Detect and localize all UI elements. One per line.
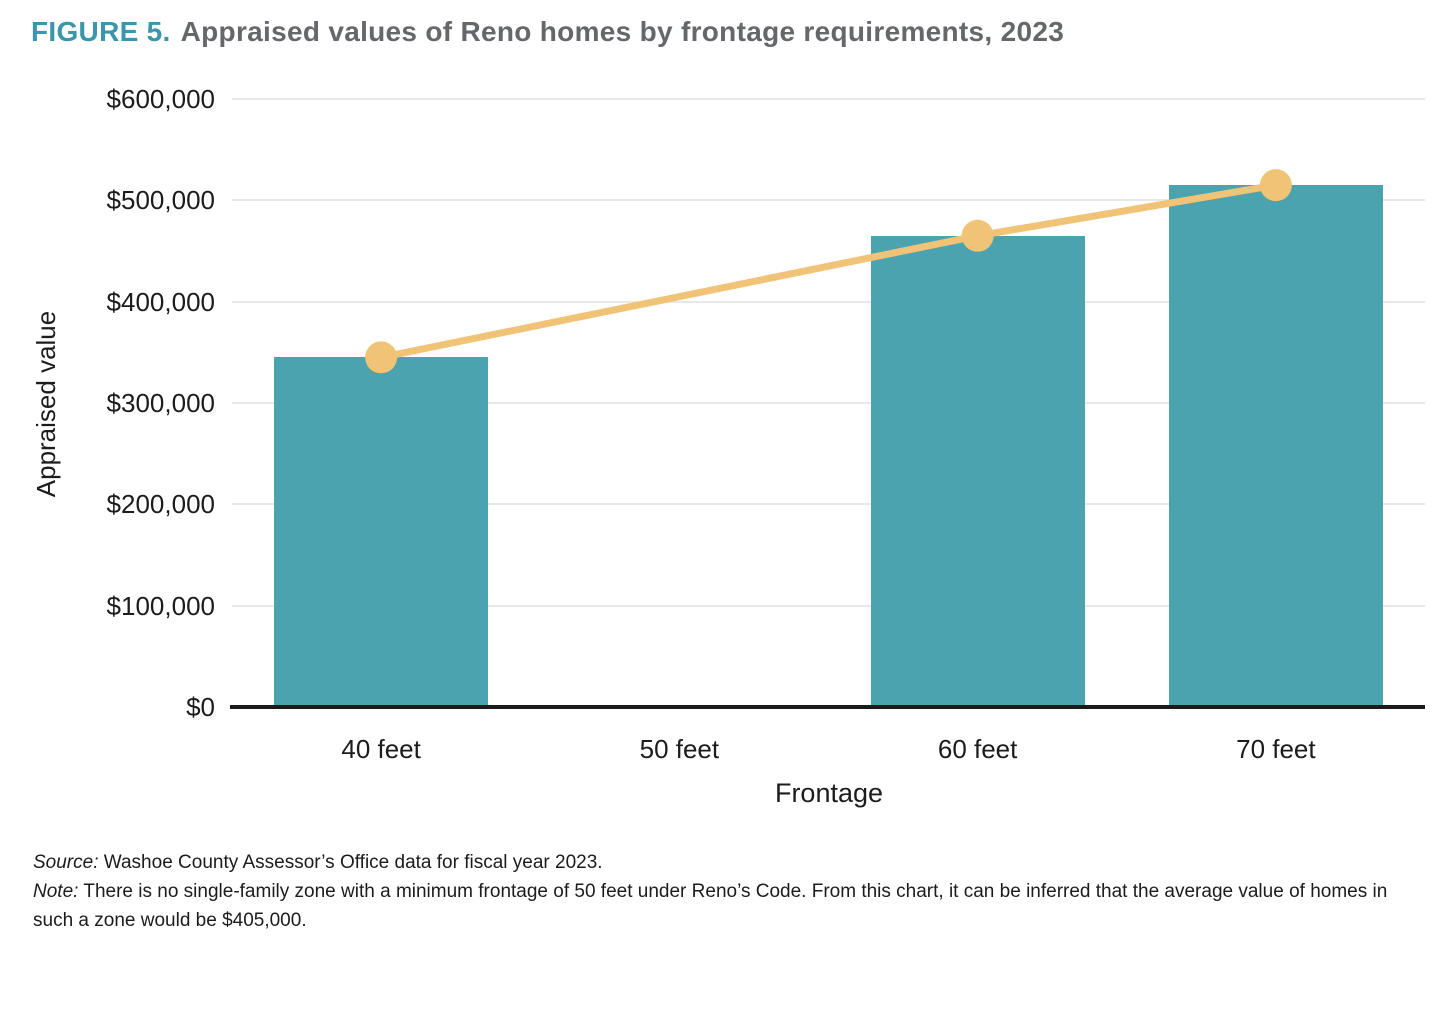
- figure-number-label: FIGURE 5.: [31, 16, 171, 47]
- x-tick-label: 50 feet: [639, 734, 720, 764]
- x-tick-label: 60 feet: [937, 734, 1018, 764]
- source-text: Washoe County Assessor’s Office data for…: [98, 852, 603, 873]
- bar-60-feet: [870, 235, 1085, 707]
- x-axis-title: Frontage: [774, 778, 884, 808]
- y-tick-label: $500,000: [106, 185, 215, 216]
- y-tick-label: $600,000: [106, 84, 215, 114]
- footer-notes: Source: Washoe County Assessor’s Office …: [33, 848, 1405, 935]
- note-label: Note:: [33, 881, 79, 902]
- chart-note: Note: There is no single-family zone wit…: [33, 877, 1405, 935]
- source-label: Source:: [33, 852, 99, 873]
- trend-point: [365, 341, 398, 374]
- note-text: There is no single-family zone with a mi…: [33, 881, 1388, 931]
- y-tick-label: $200,000: [106, 489, 215, 520]
- source-note: Source: Washoe County Assessor’s Office …: [33, 848, 1405, 877]
- y-tick-label: $400,000: [106, 286, 215, 317]
- y-tick-label: $300,000: [106, 388, 215, 418]
- figure-title: FIGURE 5. Appraised values of Reno homes …: [31, 16, 1064, 48]
- bar-40-feet: [274, 357, 489, 707]
- x-tick-label: 40 feet: [341, 734, 421, 764]
- gridline: [232, 199, 1425, 202]
- y-tick-label: $0: [186, 692, 215, 722]
- gridline: [232, 503, 1425, 506]
- trend-point: [1259, 169, 1292, 202]
- y-tick-label: $100,000: [106, 590, 215, 621]
- x-tick-label: 70 feet: [1236, 734, 1316, 764]
- figure-title-text: Appraised values of Reno homes by fronta…: [180, 16, 1065, 47]
- gridline: [232, 402, 1425, 404]
- gridline: [232, 98, 1425, 100]
- plot-area: [230, 98, 1425, 709]
- trend-point: [961, 219, 994, 252]
- bar-70-feet: [1168, 185, 1383, 707]
- gridline: [232, 300, 1425, 303]
- trend-line-layer: [365, 169, 1292, 374]
- gridline: [232, 604, 1425, 607]
- trend-line: [380, 181, 1277, 361]
- x-axis-baseline: [230, 705, 1425, 709]
